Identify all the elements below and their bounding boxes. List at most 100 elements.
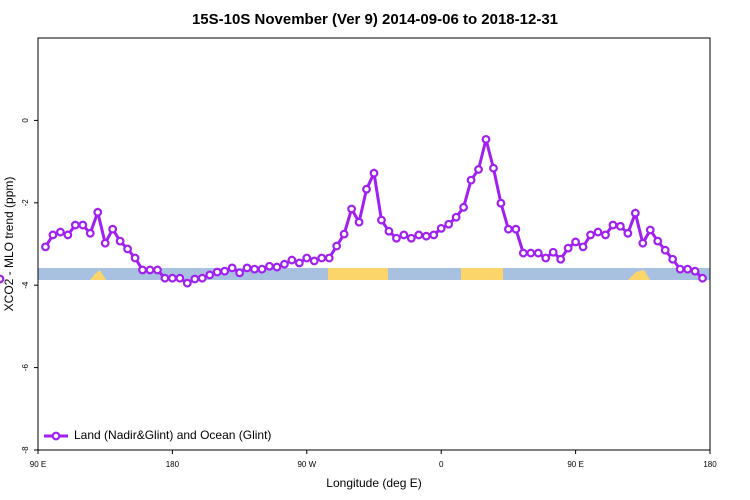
data-point [369,168,379,178]
data-point [63,230,73,240]
data-point [533,248,543,258]
data-point [0,274,5,284]
data-point [571,237,580,247]
data-point [421,231,431,241]
data-point [242,263,252,273]
data-point [138,265,147,275]
data-point [645,225,655,235]
data-point [362,184,371,194]
data-point [518,248,528,258]
y-axis-label: XCO2 - MLO trend (ppm) [2,177,16,312]
data-point [205,270,215,280]
data-point [130,253,140,263]
data-point [167,273,177,283]
data-point [548,247,558,257]
land-band [461,268,503,280]
data-point [309,256,319,266]
y-tick-label: 0 [21,118,30,123]
data-point [70,220,80,230]
data-point [511,224,521,234]
data-point [675,264,685,274]
data-point [698,273,707,283]
legend-marker [51,431,61,441]
data-point [526,248,536,258]
data-point [466,175,476,185]
data-point [332,241,342,251]
data-point [504,224,513,234]
x-tick-label: 180 [703,460,717,469]
data-point [541,253,551,263]
data-point [489,163,498,173]
data-point [212,267,222,277]
data-point [190,274,200,284]
data-point [182,278,192,288]
data-point [414,230,424,240]
data-point [578,242,588,252]
land-band [628,270,650,280]
data-point [302,253,312,263]
data-point [660,245,670,255]
x-tick-label: 90 E [567,460,583,469]
series-line [44,138,704,285]
data-point [347,204,357,214]
data-point [56,227,65,237]
data-point [220,266,230,276]
y-tick-label: -4 [21,281,30,289]
data-point [668,254,678,264]
plot-frame [37,37,711,451]
data-point [638,238,648,248]
data-point [481,134,491,144]
chart-title: 15S-10S November (Ver 9) 2014-09-06 to 2… [192,11,558,28]
x-tick-label: 0 [439,460,444,469]
data-point [339,229,349,239]
x-axis-label: Longitude (deg E) [326,476,421,490]
data-point [257,264,267,274]
data-point [556,254,566,264]
data-point [123,244,132,254]
data-point [601,230,610,240]
data-point [41,242,50,252]
data-point [683,264,692,274]
data-point [85,228,95,238]
data-point [690,266,700,276]
data-point [459,202,469,212]
data-point [175,273,185,283]
data-point [294,258,304,268]
data-point [324,253,334,263]
data-point [436,223,446,233]
data-point [399,230,409,240]
x-tick-label: 90 E [30,460,46,469]
data-point [108,224,118,234]
data-point [384,226,394,236]
land-band [328,268,388,280]
data-point [100,238,110,248]
data-point [623,228,633,238]
data-point [392,233,401,243]
data-point [78,220,88,230]
data-point [317,253,327,263]
data-point [474,165,483,174]
y-tick-label: -8 [21,446,30,454]
x-tick-label: 180 [166,460,180,469]
y-tick-label: -6 [21,363,30,371]
data-point [593,227,603,237]
data-point [160,273,170,283]
x-tick-label: 90 W [297,460,316,469]
data-point [265,261,274,271]
data-point [250,264,259,274]
data-point [145,265,155,275]
data-point [153,265,162,275]
data-point [586,230,595,240]
data-point [377,215,386,225]
y-tick-label: -2 [21,199,30,207]
data-point [608,220,618,230]
data-point [429,230,439,240]
data-point [653,236,663,246]
data-point [630,208,640,218]
data-point [227,263,237,273]
land-band [90,270,106,280]
data-point [406,233,416,243]
data-point [197,273,207,283]
data-point [235,268,245,278]
